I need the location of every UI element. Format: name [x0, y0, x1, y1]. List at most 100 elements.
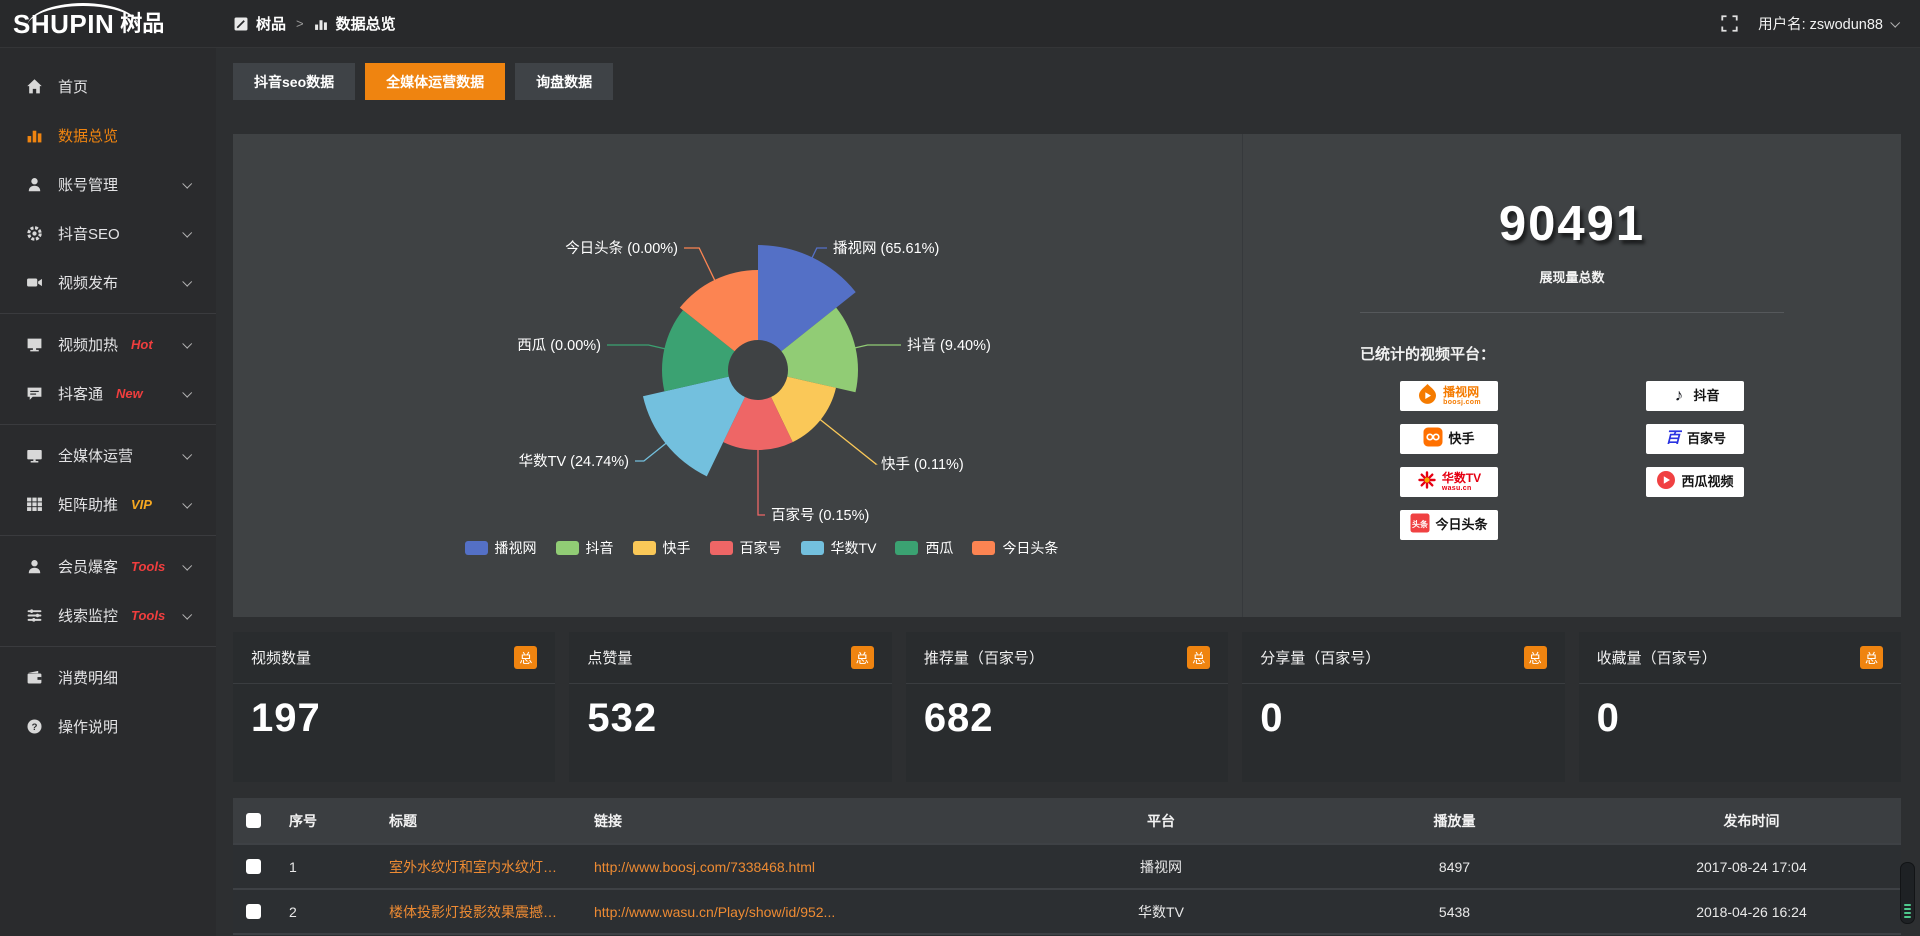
row-checkbox-cell [233, 904, 273, 919]
tab-0[interactable]: 抖音seo数据 [233, 63, 356, 100]
pie-slice-6[interactable] [679, 270, 758, 352]
chevron-down-icon [182, 560, 193, 571]
stat-card-label: 推荐量（百家号） [923, 650, 1044, 667]
sidebar-item-matrix-boost[interactable]: 矩阵助推 VIP [0, 480, 216, 529]
legend-item-3[interactable]: 百家号 [709, 538, 782, 558]
sidebar-item-member-baoke[interactable]: 会员爆客 Tools [0, 542, 216, 591]
sidebar-item-media-operation[interactable]: 全媒体运营 [0, 431, 216, 480]
legend-swatch [464, 541, 488, 555]
widget-bar [1904, 912, 1911, 914]
cell-platform: 播视网 [1140, 858, 1182, 875]
legend-item-4[interactable]: 华数TV [800, 538, 876, 558]
chat-icon [26, 385, 43, 402]
app-square-icon [234, 17, 248, 31]
sidebar-item-badge: Tools [131, 559, 166, 574]
legend-item-5[interactable]: 西瓜 [895, 538, 953, 558]
legend-swatch [972, 541, 996, 555]
data-table: 序号 标题 链接 平台 播放量 发布时间 1 室外水纹灯和室内水纹灯的区别和简介 http://… [233, 798, 1901, 936]
stat-card-4: 收藏量（百家号） 总 0 [1578, 632, 1902, 782]
legend-label: 西瓜 [925, 540, 954, 556]
legend-swatch [709, 541, 733, 555]
topbar-right: 用户名: zswodun88 [1721, 13, 1920, 34]
user-icon [26, 558, 43, 575]
grid-icon [26, 496, 43, 513]
sidebar-item-douyin-seo[interactable]: 抖音SEO [0, 209, 216, 258]
chevron-down-icon [182, 276, 193, 287]
chevron-down-icon [182, 609, 193, 620]
sidebar-item-consumption-detail[interactable]: 消费明细 [0, 653, 216, 702]
douyin-logo: ♪ [1670, 384, 1688, 409]
stat-card-value: 682 [923, 696, 994, 740]
legend-item-0[interactable]: 播视网 [464, 538, 537, 558]
cell-title[interactable]: 楼体投影灯投影效果震撼上市 [389, 903, 571, 920]
sidebar-item-instructions[interactable]: ? 操作说明 [0, 702, 216, 751]
breadcrumb-root[interactable]: 树品 [256, 16, 287, 33]
legend-label: 百家号 [739, 540, 782, 556]
sidebar-item-video-publish[interactable]: 视频发布 [0, 258, 216, 307]
sidebar-item-home[interactable]: 首页 [0, 62, 216, 111]
cell-link[interactable]: http://www.wasu.cn/Play/show/id/952... [594, 903, 836, 920]
stat-card-value: 197 [251, 696, 321, 740]
table-header-4: 播放量 [1433, 812, 1476, 829]
sidebar-item-clue-monitor[interactable]: 线索监控 Tools [0, 591, 216, 640]
table-header-row: 序号 标题 链接 平台 播放量 发布时间 [233, 798, 1901, 843]
table-header-checkbox-cell [233, 813, 273, 828]
pie-slice-1[interactable] [781, 307, 859, 393]
pie-slice-0[interactable] [758, 245, 856, 352]
pie-label-line [854, 344, 901, 349]
pie-slice-5[interactable] [662, 310, 735, 392]
total-badge: 总 [1187, 646, 1211, 669]
legend-item-6[interactable]: 今日头条 [972, 538, 1058, 558]
pie-label-line [607, 344, 666, 350]
sidebar-item-video-heat[interactable]: 视频加热 Hot [0, 320, 216, 369]
legend-item-1[interactable]: 抖音 [555, 538, 614, 558]
legend-label: 抖音 [585, 540, 614, 556]
floating-widget[interactable] [1900, 862, 1915, 924]
pie-slice-3[interactable] [723, 397, 793, 450]
svg-text:♪: ♪ [1675, 385, 1684, 404]
platform-name: 播视网 [1443, 385, 1480, 400]
chevron-down-icon [1890, 17, 1901, 28]
legend-item-2[interactable]: 快手 [632, 538, 691, 558]
tab-1[interactable]: 全媒体运营数据 [365, 63, 506, 100]
sidebar-item-label: 会员爆客 [58, 559, 119, 576]
pie-slice-2[interactable] [771, 376, 836, 443]
cell-link[interactable]: http://www.boosj.com/7338468.html [594, 858, 816, 875]
select-all-checkbox[interactable] [245, 813, 261, 828]
cell-published: 2017-08-24 17:04 [1696, 858, 1807, 875]
stat-card-header: 分享量（百家号） 总 [1242, 632, 1565, 684]
platforms-title: 已统计的视频平台： [1360, 346, 1496, 363]
platform-subtext: boosj.com [1443, 398, 1481, 406]
logo-text-cn: 树品 [120, 10, 165, 36]
cell-plays: 8497 [1438, 858, 1471, 875]
sidebar-item-account-manage[interactable]: 账号管理 [0, 160, 216, 209]
sidebar-item-badge: Hot [131, 337, 153, 352]
chevron-down-icon [182, 338, 193, 349]
platform-badge-boosj: 播视网 boosj.com [1400, 381, 1498, 411]
platform-name: 抖音 [1693, 388, 1720, 404]
cell-title[interactable]: 室外水纹灯和室内水纹灯的区别和简介 [389, 858, 578, 875]
platform-name: 西瓜视频 [1681, 474, 1734, 490]
sidebar-item-douketong[interactable]: 抖客通 New [0, 369, 216, 418]
gear-icon [26, 225, 43, 242]
chevron-down-icon [182, 227, 193, 238]
table-header-5: 发布时间 [1723, 812, 1780, 829]
sidebar-divider [0, 424, 216, 425]
sidebar-item-data-overview[interactable]: 数据总览 [0, 111, 216, 160]
pie-slice-4[interactable] [642, 376, 745, 477]
cell-index: 2 [289, 903, 297, 920]
pie-chart-region: 播视网 (65.61%) 抖音 (9.40%) 快手 (0.11%) 百家号 (0.1… [233, 134, 1242, 617]
tab-2[interactable]: 询盘数据 [515, 63, 614, 100]
total-badge: 总 [1523, 646, 1547, 669]
svg-text:百: 百 [1665, 429, 1682, 446]
row-checkbox[interactable] [245, 859, 261, 874]
table-row-partial [233, 933, 1901, 936]
row-checkbox[interactable] [245, 904, 261, 919]
pie-label: 华数TV (24.74%) [519, 453, 629, 470]
user-menu[interactable]: 用户名: zswodun88 [1758, 13, 1901, 34]
fullscreen-icon[interactable] [1721, 15, 1738, 32]
sidebar-item-label: 抖音SEO [58, 226, 120, 243]
tab-bar: 抖音seo数据 全媒体运营数据 询盘数据 [233, 63, 1901, 100]
stat-card-label: 分享量（百家号） [1260, 650, 1381, 667]
cell-published: 2018-04-26 16:24 [1696, 903, 1807, 920]
